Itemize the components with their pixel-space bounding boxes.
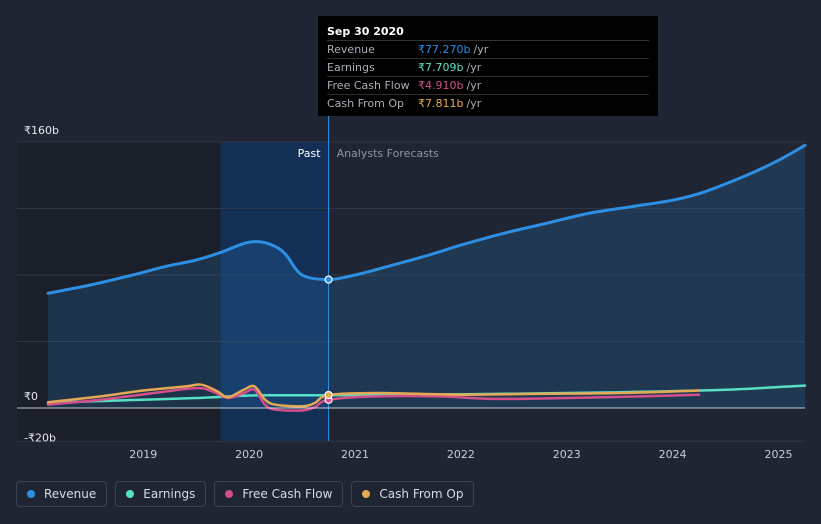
tooltip-value: ₹77.270b: [418, 43, 471, 56]
x-tick-label: 2025: [765, 448, 793, 461]
forecast-label: Analysts Forecasts: [337, 147, 440, 160]
revenue-line: [46, 143, 807, 295]
cash-from-op-line: [46, 383, 701, 408]
y-tick-label: ₹0: [24, 390, 38, 403]
x-tick-label: 2023: [553, 448, 581, 461]
free-cash-flow-line: [46, 386, 701, 412]
x-tick-label: 2022: [447, 448, 475, 461]
tooltip-label: Cash From Op: [327, 97, 405, 110]
legend-label: Free Cash Flow: [242, 487, 333, 501]
y-tick-label: -₹20b: [24, 431, 56, 444]
revenue-area: [48, 145, 805, 409]
legend-item-free-cash-flow[interactable]: Free Cash Flow: [214, 481, 344, 507]
tooltip-row-revenue: Revenue ₹77.270b /yr: [327, 41, 649, 59]
legend-dot-icon: [225, 490, 234, 498]
tooltip: Sep 30 2020 Revenue ₹77.270b /yr Earning…: [318, 16, 658, 116]
legend-label: Cash From Op: [379, 487, 464, 501]
legend-dot-icon: [126, 490, 135, 498]
x-tick-label: 2019: [129, 448, 157, 461]
tooltip-unit: /yr: [473, 43, 489, 56]
tooltip-label: Free Cash Flow: [327, 79, 410, 92]
x-tick-label: 2020: [235, 448, 263, 461]
legend-label: Earnings: [143, 487, 196, 501]
revenue-point: [324, 275, 333, 284]
tooltip-unit: /yr: [466, 79, 482, 92]
tooltip-value: ₹7.811b: [418, 97, 464, 110]
tooltip-row-cash-from-op: Cash From Op ₹7.811b /yr: [327, 95, 649, 112]
cash-from-op-point: [324, 390, 333, 400]
legend-dot-icon: [362, 490, 371, 498]
legend-label: Revenue: [44, 487, 97, 501]
legend-dot-icon: [27, 490, 35, 498]
tooltip-label: Earnings: [327, 61, 375, 74]
tooltip-date: Sep 30 2020: [327, 24, 649, 41]
tooltip-unit: /yr: [466, 97, 482, 110]
tooltip-value: ₹7.709b: [418, 61, 464, 74]
tooltip-label: Revenue: [327, 43, 375, 56]
y-tick-label: ₹160b: [24, 124, 59, 137]
x-tick-label: 2021: [341, 448, 369, 461]
legend-item-earnings[interactable]: Earnings: [115, 481, 207, 507]
legend-item-cash-from-op[interactable]: Cash From Op: [351, 481, 475, 507]
tooltip-row-free-cash-flow: Free Cash Flow ₹4.910b /yr: [327, 77, 649, 95]
tooltip-row-earnings: Earnings ₹7.709b /yr: [327, 59, 649, 77]
tooltip-value: ₹4.910b: [418, 79, 464, 92]
legend: Revenue Earnings Free Cash Flow Cash Fro…: [16, 481, 475, 507]
legend-item-revenue[interactable]: Revenue: [16, 481, 108, 507]
past-label: Past: [298, 147, 322, 160]
x-tick-label: 2024: [659, 448, 687, 461]
tooltip-unit: /yr: [466, 61, 482, 74]
